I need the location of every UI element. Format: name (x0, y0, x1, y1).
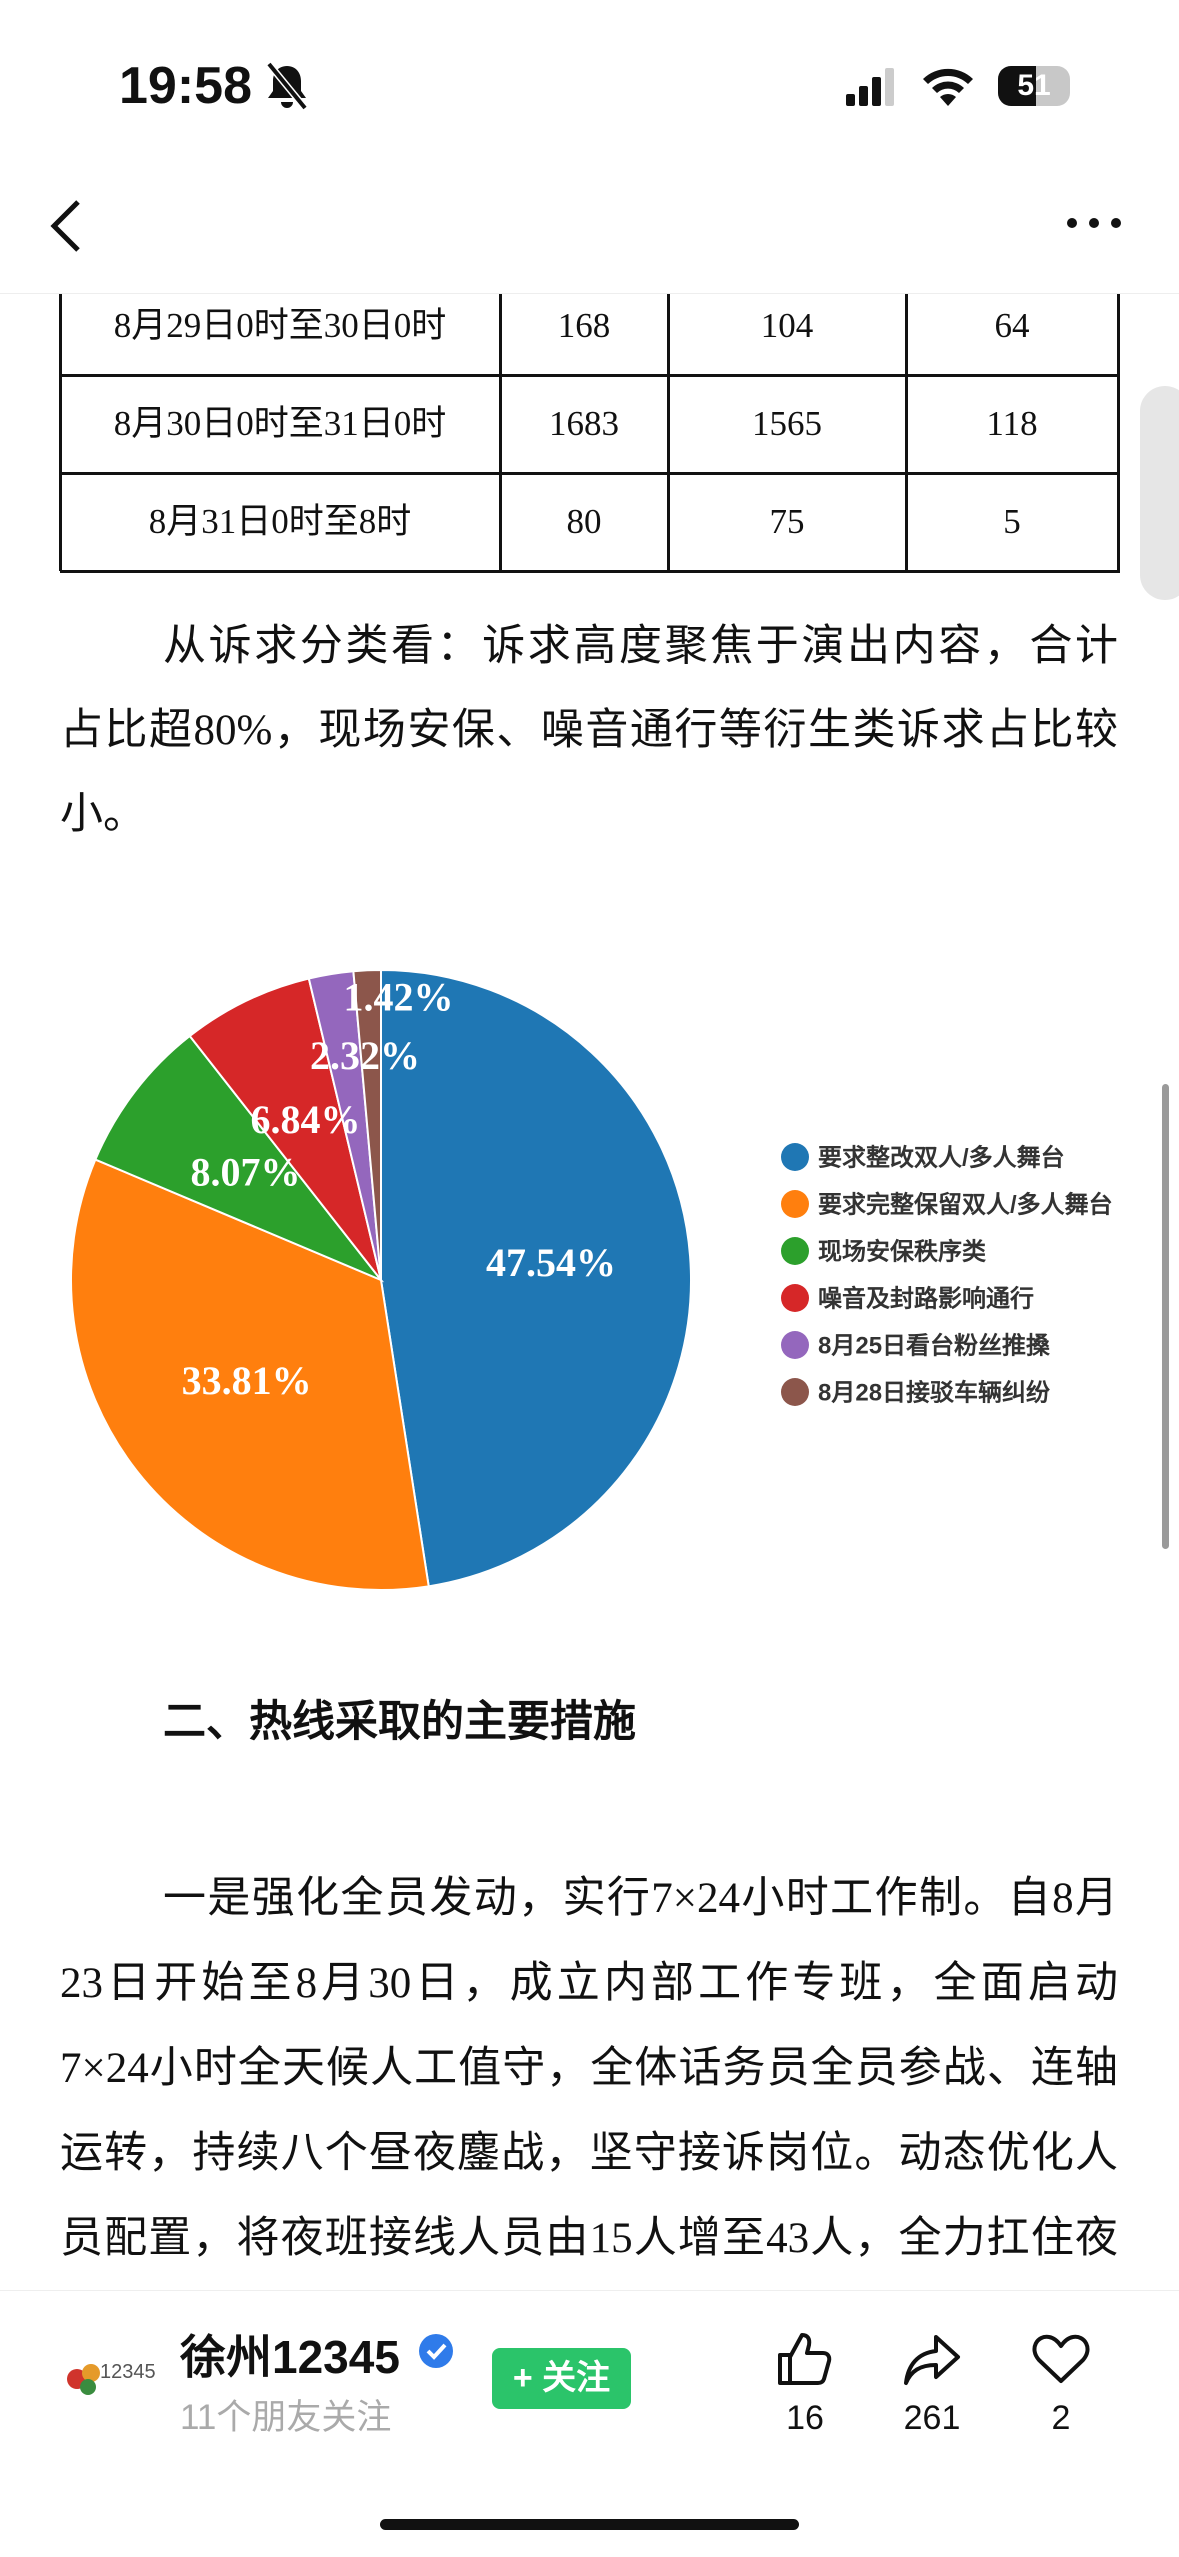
account-name[interactable]: 徐州12345 (180, 2331, 400, 2383)
legend-marker (781, 1378, 809, 1406)
legend-marker (781, 1190, 809, 1218)
top-bar: 19:58 51 (0, 0, 1179, 294)
pie-slice (352, 968, 382, 1281)
text-line: 员配置，将夜班接线人员由15人增至43人，全力扛住夜 (60, 2215, 1118, 2262)
legend-label: 8月28日接驳车辆纠纷 (818, 1378, 1050, 1406)
follow-button[interactable]: + 关注 (492, 2348, 631, 2409)
pie-slice (188, 977, 382, 1281)
table-rule (60, 374, 1120, 377)
table-cell: 1565 (752, 404, 822, 443)
pie-slice (94, 1034, 385, 1283)
battery (998, 66, 1070, 106)
table-cell: 8月31日0时至8时 (148, 502, 412, 541)
logo-text: 12345 (100, 2361, 156, 2383)
legend-label: 要求整改双人/多人舞台 (818, 1143, 1065, 1171)
text-line: 运转，持续八个昼夜鏖战，坚守接诉岗位。动态优化人 (60, 2130, 1118, 2177)
legend-label: 现场安保秩序类 (818, 1237, 987, 1265)
text-line: 小。 (60, 791, 146, 838)
like-count: 16 (786, 2399, 824, 2437)
mute-icon (266, 62, 308, 110)
scroll-handle[interactable] (1140, 386, 1179, 600)
pie-slice (380, 968, 692, 1588)
legend-label: 噪音及封路影响通行 (818, 1284, 1034, 1312)
legend-marker (781, 1237, 809, 1265)
pie-chart: 47.54% 要求整改双人/多人舞台 33.81% 要求完整保留双人/多人舞台 8.07… (70, 968, 1113, 1591)
signal-icon (846, 68, 894, 106)
section-heading: 二、热线采取的主要措施 (163, 1699, 636, 1746)
table-cell: 8月29日0时至30日0时 (113, 306, 447, 345)
home-indicator (380, 2519, 799, 2530)
table-rule (59, 277, 62, 571)
table-cell: 104 (760, 306, 814, 345)
text-line: 占比超80%，现场安保、噪音通行等衍生类诉求占比较 (60, 707, 1118, 754)
legend-marker (781, 1284, 809, 1312)
text-line: 一是强化全员发动，实行7×24小时工作制。自8月 (163, 1875, 1118, 1922)
table-rule (60, 472, 1120, 475)
legend-marker (781, 1331, 809, 1359)
more-button[interactable] (1064, 215, 1124, 231)
wifi-icon (923, 68, 973, 106)
logo-icon (67, 2364, 100, 2395)
legend-label: 要求完整保留双人/多人舞台 (818, 1190, 1113, 1218)
legend-label: 8月25日看台粉丝推搡 (818, 1331, 1050, 1359)
slice-label: 33.81% (182, 1358, 312, 1403)
text-line: 7×24小时全天候人工值守，全体话务员全员参战、连轴 (60, 2045, 1118, 2092)
table-cell: 168 (557, 306, 611, 345)
table-cell: 5 (1003, 502, 1021, 541)
legend-marker (781, 1143, 809, 1171)
table-cell: 8月30日0时至31日0时 (113, 404, 447, 443)
slice-label: 2.32% (310, 1033, 420, 1078)
battery-level: 51 (1017, 69, 1051, 102)
table-cell: 80 (566, 502, 602, 541)
share-button[interactable] (902, 2331, 962, 2387)
article: 8月29日0时至30日0时 168 104 64 8月30日0时至31日0时 1683 15… (0, 0, 1179, 2262)
follower-note: 11个朋友关注 (180, 2398, 392, 2437)
table-cell: 118 (986, 404, 1038, 443)
data-table: 8月29日0时至30日0时 168 104 64 8月30日0时至31日0时 1683 15… (0, 0, 1179, 600)
table-cell: 64 (994, 306, 1030, 345)
favorite-count: 2 (1051, 2399, 1071, 2437)
table-rule (1117, 277, 1120, 571)
table-rule (905, 277, 908, 571)
favorite-button[interactable] (1032, 2333, 1090, 2385)
pie-slice (70, 1158, 430, 1591)
bottom-bar: 12345 徐州12345 11个朋友关注 + 关注 16 261 2 (0, 2290, 1179, 2557)
back-button[interactable] (48, 198, 82, 254)
table-cell: 75 (769, 502, 805, 541)
table-rule (667, 277, 670, 571)
verified-badge (419, 2334, 453, 2368)
text-line: 23日开始至8月30日，成立内部工作专班，全面启动 (60, 1960, 1118, 2007)
table-rule (499, 277, 502, 571)
text-line: 从诉求分类看：诉求高度聚焦于演出内容，合计 (163, 623, 1118, 670)
like-button[interactable] (776, 2331, 834, 2387)
table-cell: 1683 (549, 404, 619, 443)
slice-label: 1.42% (344, 974, 454, 1019)
share-count: 261 (903, 2399, 961, 2437)
slice-label: 6.84% (251, 1097, 361, 1142)
handle-grip (1158, 398, 1164, 404)
clock: 19:58 (119, 57, 252, 115)
slice-label: 47.54% (486, 1240, 616, 1285)
slice-label: 8.07% (191, 1150, 301, 1195)
table-rule (60, 570, 1120, 573)
scrollbar (1162, 1084, 1169, 1549)
